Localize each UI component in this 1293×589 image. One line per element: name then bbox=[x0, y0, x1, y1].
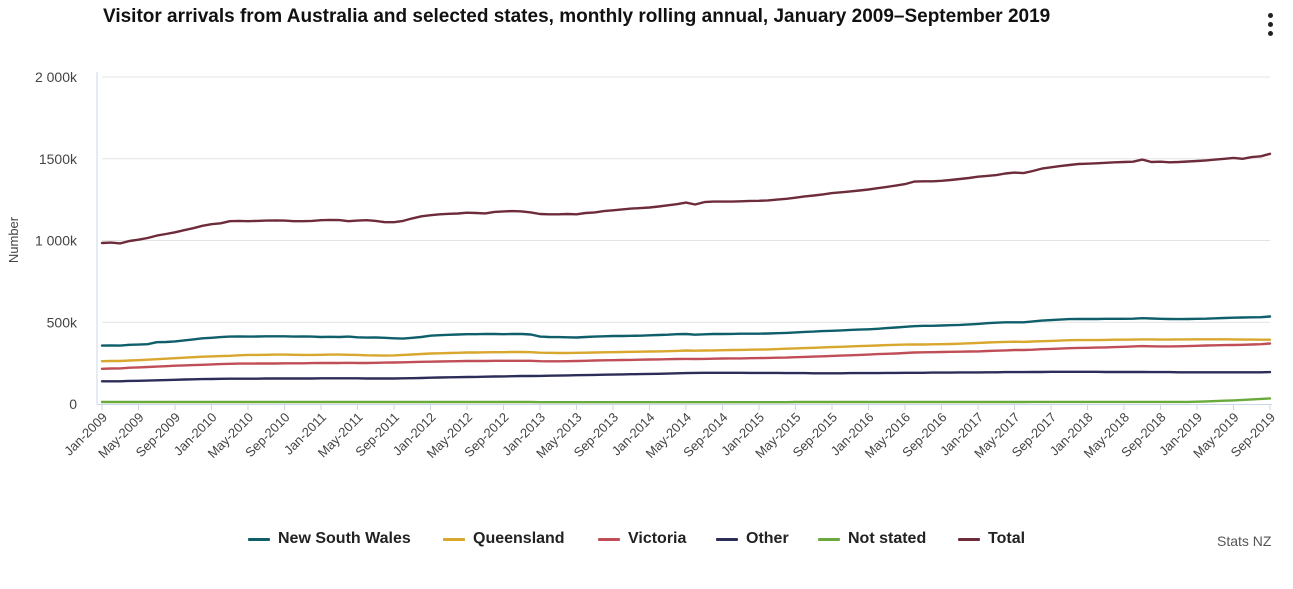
legend-swatch bbox=[443, 537, 465, 541]
series-line-other bbox=[100, 370, 1272, 383]
legend-item-queensland[interactable]: Queensland bbox=[443, 530, 565, 548]
series-line-queensland bbox=[100, 338, 1272, 363]
legend-item-not-stated[interactable]: Not stated bbox=[818, 530, 926, 548]
legend-item-new-south-wales[interactable]: New South Wales bbox=[248, 530, 411, 548]
y-tick-label: 1 000k bbox=[35, 233, 78, 249]
series-line-victoria bbox=[100, 342, 1272, 370]
chart-title: Visitor arrivals from Australia and sele… bbox=[103, 6, 1051, 27]
legend-label: Other bbox=[746, 530, 789, 547]
y-tick-label: 500k bbox=[47, 314, 78, 330]
series-line-new-south-wales bbox=[100, 315, 1272, 347]
vertical-ellipsis-icon bbox=[1268, 13, 1273, 18]
y-tick-label: 0 bbox=[69, 396, 77, 412]
y-tick-label: 2 000k bbox=[35, 69, 78, 85]
legend-label: Total bbox=[988, 530, 1026, 547]
legend-label: New South Wales bbox=[278, 530, 411, 547]
legend-item-victoria[interactable]: Victoria bbox=[598, 530, 686, 548]
legend-swatch bbox=[248, 537, 270, 541]
legend-label: Queensland bbox=[473, 530, 565, 547]
series-line-total bbox=[100, 152, 1272, 245]
legend-item-other[interactable]: Other bbox=[716, 530, 789, 548]
axis-layer bbox=[96, 72, 1272, 410]
vertical-ellipsis-icon bbox=[1268, 22, 1273, 27]
grid-layer bbox=[102, 76, 1270, 323]
chart-menu-button[interactable] bbox=[1262, 10, 1280, 40]
legend-swatch bbox=[716, 537, 738, 541]
source-credit: Stats NZ bbox=[1217, 533, 1272, 549]
legend-label: Victoria bbox=[628, 530, 687, 547]
series-line-not-stated bbox=[100, 397, 1272, 404]
legend-label: Not stated bbox=[848, 530, 927, 547]
legend-item-total[interactable]: Total bbox=[958, 530, 1025, 548]
legend-swatch bbox=[598, 537, 620, 541]
legend-swatch bbox=[958, 537, 980, 541]
series-layer bbox=[100, 152, 1272, 404]
vertical-ellipsis-icon bbox=[1268, 31, 1273, 36]
y-tick-label: 1500k bbox=[39, 151, 78, 167]
y-axis-title: Number bbox=[6, 216, 21, 263]
chart-legend: New South Wales Queensland Victoria Other No… bbox=[0, 530, 1293, 552]
legend-swatch bbox=[818, 537, 840, 541]
